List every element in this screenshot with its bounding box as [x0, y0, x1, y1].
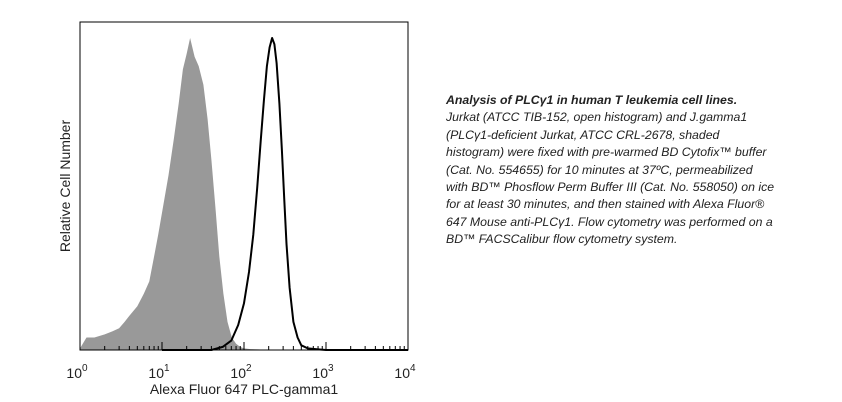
x-tick-label: 101 [148, 363, 170, 381]
caption-line: (PLCγ1-deficient Jurkat, ATCC CRL-2678, … [446, 127, 720, 142]
x-axis-ticks: 100 101 102 103 104 [66, 342, 416, 381]
x-tick-label: 102 [230, 363, 252, 381]
caption-line: with BD™ Phosflow Perm Buffer III (Cat. … [446, 180, 775, 195]
caption-line: histogram) were fixed with pre-warmed BD… [446, 145, 767, 160]
open-histogram-series [162, 37, 408, 351]
x-axis-title: Alexa Fluor 647 PLC-gamma1 [150, 381, 339, 397]
x-tick-label: 100 [66, 363, 88, 381]
caption-line: BD™ FACSCalibur flow cytometry system. [446, 232, 678, 247]
caption-line: 647 Mouse anti-PLCγ1. Flow cytometry was… [446, 214, 773, 229]
shaded-histogram-series [80, 38, 269, 350]
caption-line: for at least 30 minutes, and then staine… [446, 197, 765, 212]
y-axis-title: Relative Cell Number [57, 120, 73, 253]
figure-caption: Analysis of PLCγ1 in human T leukemia ce… [446, 92, 836, 249]
caption-line: (Cat. No. 554655) for 10 minutes at 37ºC… [446, 162, 753, 177]
x-tick-label: 103 [312, 363, 334, 381]
x-tick-label: 104 [394, 363, 416, 381]
histogram-chart: 100 101 102 103 104 Alexa Fluor 647 PLC-gamm… [57, 21, 416, 397]
series-layer [80, 37, 408, 351]
caption-line: Jurkat (ATCC TIB-152, open histogram) an… [446, 110, 748, 125]
caption-title: Analysis of PLCγ1 in human T leukemia ce… [446, 93, 738, 107]
